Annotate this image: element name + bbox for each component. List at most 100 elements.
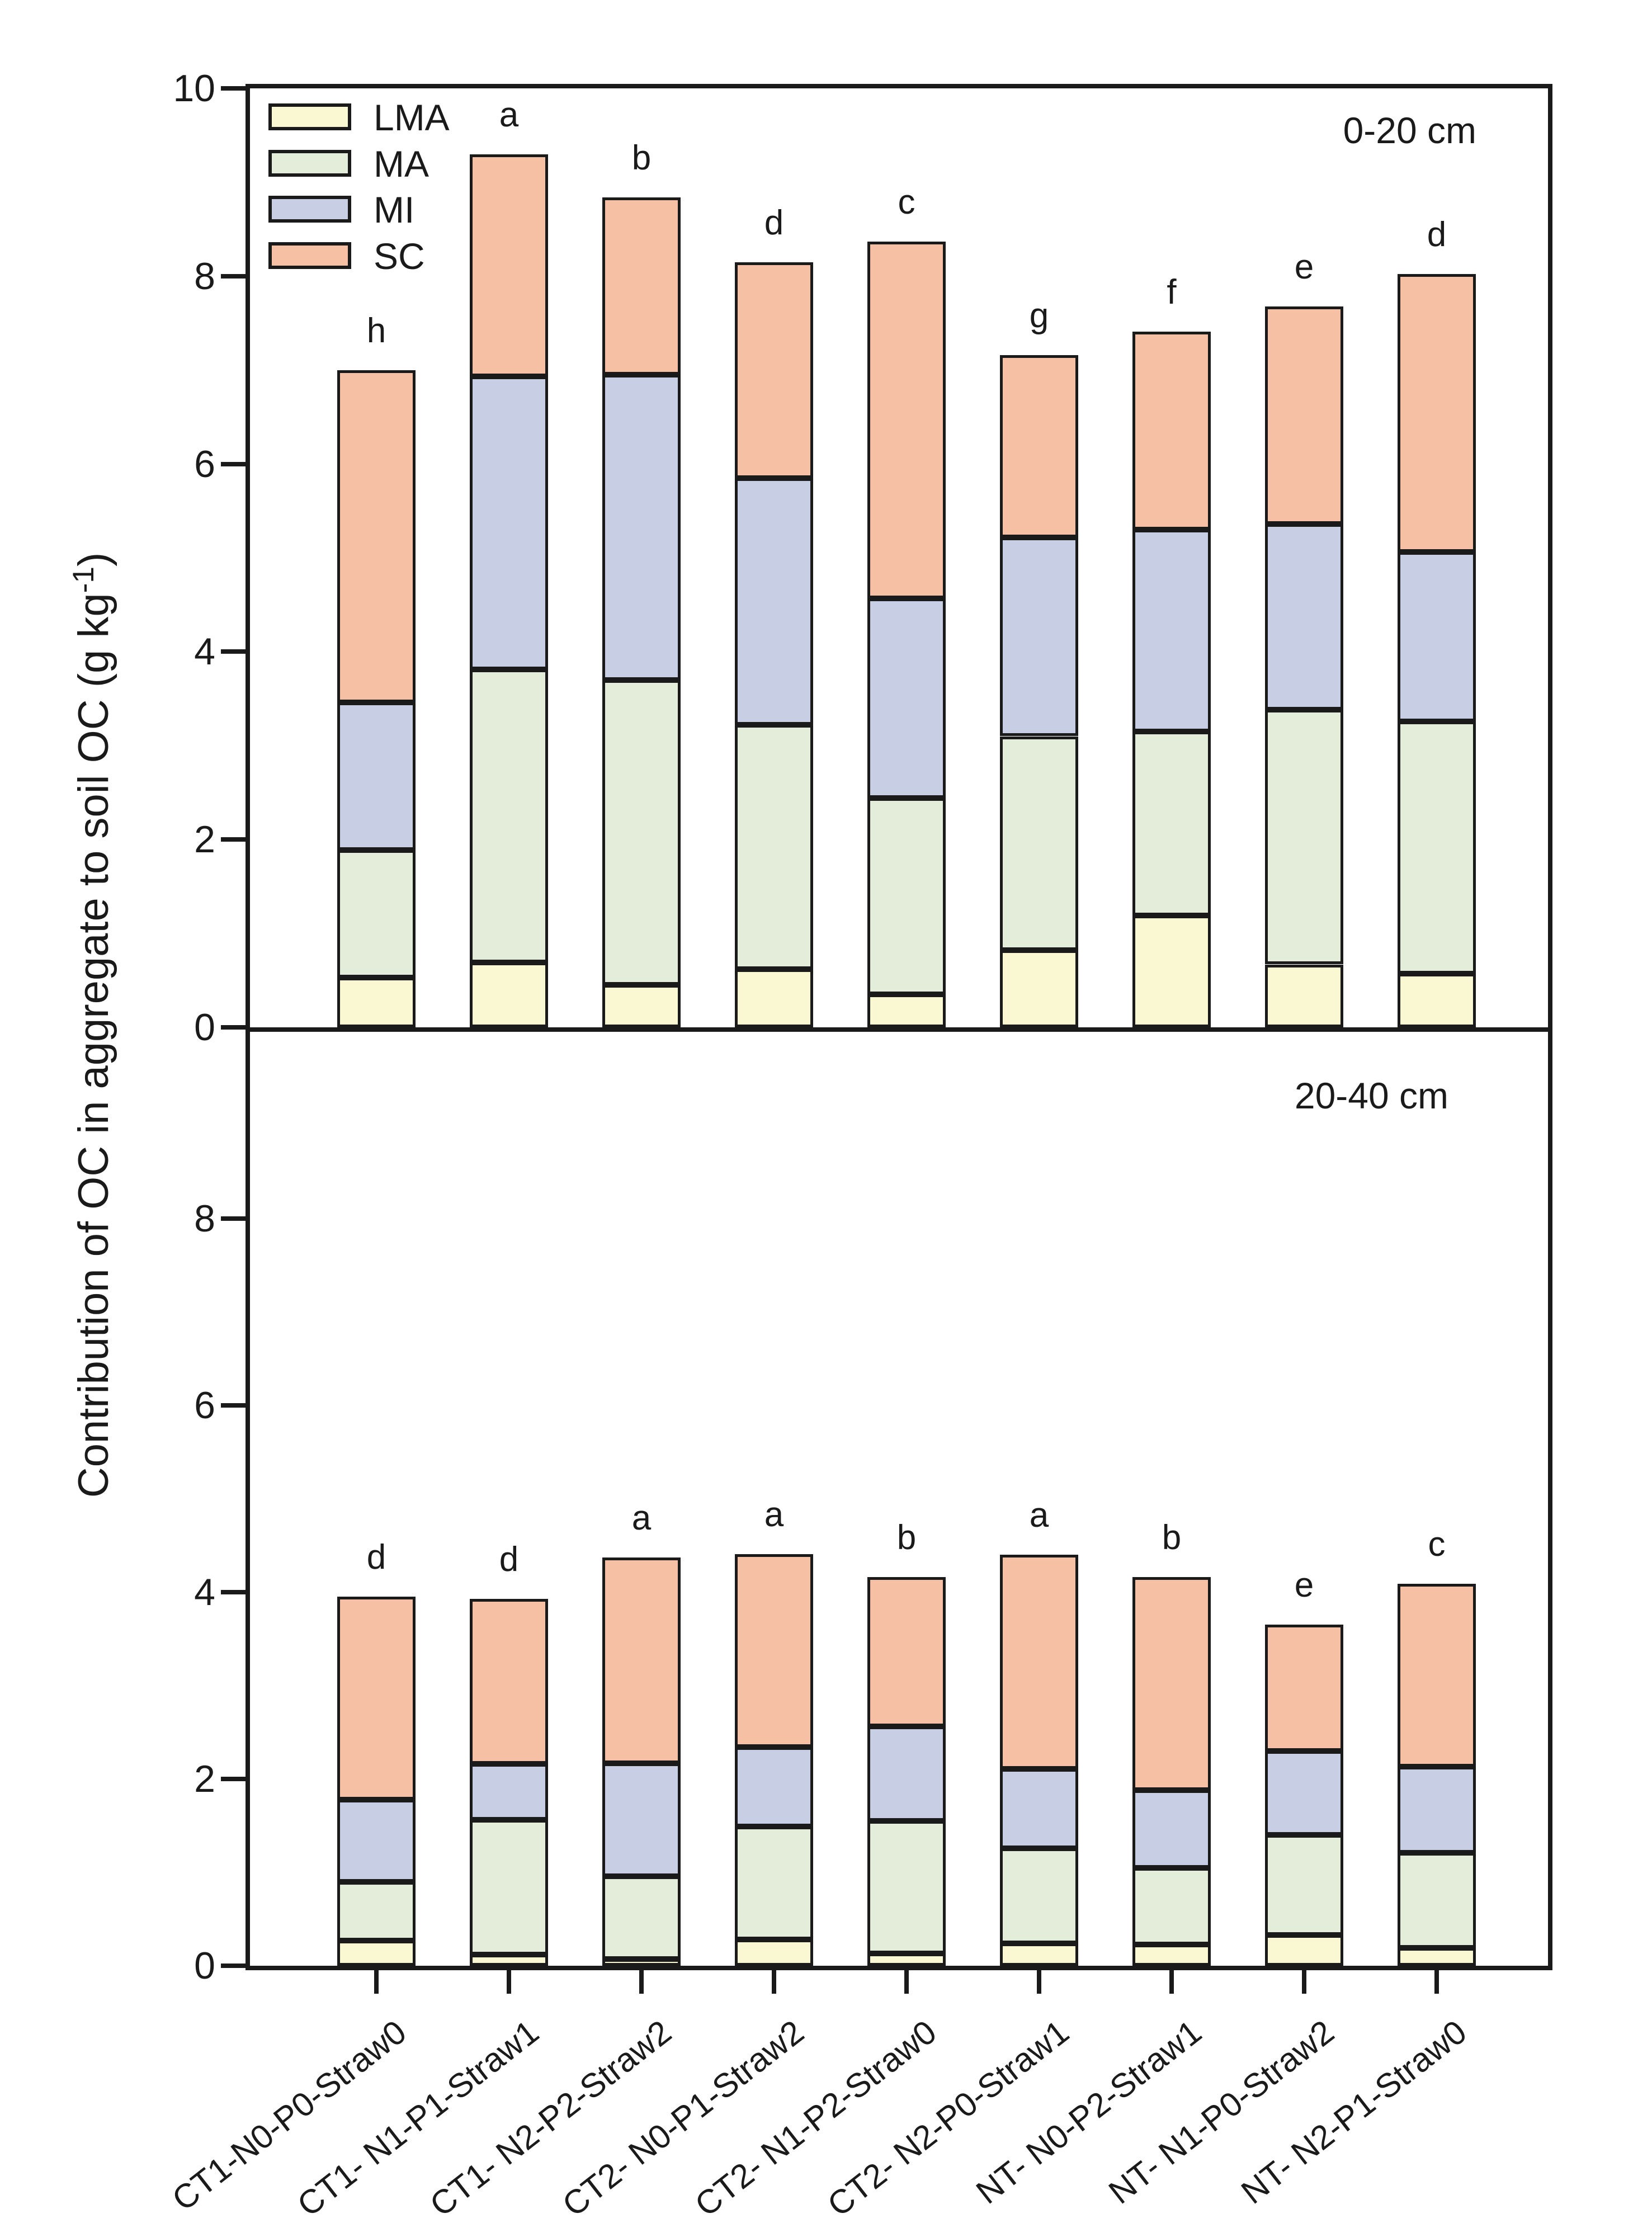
y-axis-tick xyxy=(221,273,246,279)
bar-segment-sc xyxy=(602,197,681,375)
x-axis-tick xyxy=(904,1970,909,1994)
bar-segment-sc xyxy=(470,1598,548,1764)
bar-segment-lma xyxy=(1000,950,1078,1027)
panel-annotation-0-20cm: 0-20 cm xyxy=(1343,110,1476,151)
bar-segment-lma xyxy=(1398,974,1476,1027)
significance-letter: h xyxy=(366,311,386,350)
bar-segment-lma xyxy=(867,1953,946,1966)
legend-label-ma: MA xyxy=(374,143,429,185)
y-axis-tick xyxy=(221,86,246,91)
bar-segment-ma xyxy=(1000,1848,1078,1943)
bar-segment-lma xyxy=(1132,1944,1211,1966)
y-axis-tick-label: 2 xyxy=(194,1758,215,1800)
bar-segment-sc xyxy=(337,1597,416,1800)
significance-letter: g xyxy=(1029,296,1049,335)
y-axis-tick xyxy=(221,1590,246,1594)
bar-segment-lma xyxy=(337,1940,416,1966)
bar-segment-mi xyxy=(337,702,416,850)
bar-segment-sc xyxy=(1132,1577,1211,1791)
bar-segment-sc xyxy=(1265,1625,1343,1751)
y-axis-tick xyxy=(221,1403,246,1408)
y-axis-tick-label: 6 xyxy=(194,1384,215,1427)
bar-segment-mi xyxy=(602,375,681,680)
x-axis-tick xyxy=(1302,1970,1306,1994)
bar-segment-sc xyxy=(1000,1555,1078,1769)
bar-segment-sc xyxy=(1000,355,1078,537)
x-axis-tick xyxy=(1434,1970,1439,1994)
bar-segment-sc xyxy=(867,1577,946,1727)
bar-segment-lma xyxy=(602,985,681,1027)
bar-segment-ma xyxy=(470,669,548,963)
bar-segment-ma xyxy=(337,849,416,978)
bar-segment-ma xyxy=(1265,1835,1343,1935)
bar-segment-sc xyxy=(602,1557,681,1763)
bar-segment-ma xyxy=(1132,731,1211,916)
x-axis-tick xyxy=(772,1970,776,1994)
y-axis-tick xyxy=(221,1777,246,1781)
bar-segment-mi xyxy=(1398,552,1476,721)
significance-letter: c xyxy=(898,182,915,221)
y-axis-tick xyxy=(221,1025,246,1030)
bar-segment-lma xyxy=(1265,1934,1343,1966)
bar-segment-mi xyxy=(337,1799,416,1882)
legend-swatch-sc xyxy=(268,242,351,269)
bar-segment-ma xyxy=(470,1820,548,1955)
significance-letter: e xyxy=(1294,247,1314,286)
bar-segment-ma xyxy=(867,1821,946,1954)
bar-segment-mi xyxy=(1265,1750,1343,1835)
significance-letter: b xyxy=(896,1518,917,1557)
significance-letter: d xyxy=(366,1538,386,1577)
y-axis-title-superscript: -1 xyxy=(67,567,100,593)
legend-swatch-mi xyxy=(268,196,351,223)
y-axis-title-end: ) xyxy=(70,552,118,567)
bar-segment-sc xyxy=(735,1554,813,1748)
x-axis-tick xyxy=(507,1970,511,1994)
x-axis-tick xyxy=(639,1970,644,1994)
x-axis-tick xyxy=(374,1970,379,1994)
significance-letter: e xyxy=(1294,1566,1314,1605)
legend-swatch-lma xyxy=(268,103,351,130)
significance-letter: a xyxy=(764,1495,784,1534)
legend-swatch-ma xyxy=(268,149,351,177)
bar-segment-lma xyxy=(470,962,548,1027)
y-axis-tick-label: 0 xyxy=(194,1944,215,1987)
bar-segment-mi xyxy=(470,1764,548,1820)
bar-segment-mi xyxy=(867,1726,946,1821)
significance-letter: a xyxy=(631,1499,652,1538)
significance-letter: a xyxy=(499,95,519,134)
legend-label-sc: SC xyxy=(374,235,425,277)
bar-segment-sc xyxy=(735,262,813,478)
y-axis-tick-label: 0 xyxy=(194,1006,215,1049)
bar-segment-mi xyxy=(602,1763,681,1876)
bar-segment-lma xyxy=(337,978,416,1027)
y-axis-tick-label: 4 xyxy=(194,630,215,673)
bar-segment-lma xyxy=(1398,1948,1476,1966)
significance-letter: d xyxy=(1427,215,1447,254)
y-axis-tick-label: 2 xyxy=(194,818,215,861)
y-axis-tick xyxy=(221,1216,246,1221)
bar-segment-ma xyxy=(735,725,813,969)
bar-segment-ma xyxy=(1132,1867,1211,1944)
bar-segment-ma xyxy=(602,679,681,985)
bar-segment-lma xyxy=(867,994,946,1027)
y-axis-tick-label: 8 xyxy=(194,254,215,298)
y-axis-tick xyxy=(221,649,246,654)
bar-segment-mi xyxy=(735,1747,813,1827)
bar-segment-ma xyxy=(1000,736,1078,951)
bar-segment-lma xyxy=(735,969,813,1027)
bar-segment-mi xyxy=(1132,1790,1211,1868)
bar-segment-mi xyxy=(1398,1767,1476,1853)
bar-segment-mi xyxy=(1000,1768,1078,1848)
bar-segment-sc xyxy=(1132,331,1211,530)
bar-segment-sc xyxy=(1398,274,1476,553)
bar-segment-mi xyxy=(1000,537,1078,737)
x-axis-tick xyxy=(1169,1970,1174,1994)
bar-segment-ma xyxy=(602,1876,681,1960)
bar-segment-lma xyxy=(1265,964,1343,1027)
y-axis-tick xyxy=(221,1964,246,1968)
bar-segment-sc xyxy=(1398,1583,1476,1767)
legend-label-lma: LMA xyxy=(374,97,450,138)
bar-segment-sc xyxy=(470,154,548,377)
bar-segment-lma xyxy=(1132,915,1211,1027)
y-axis-tick xyxy=(221,837,246,842)
